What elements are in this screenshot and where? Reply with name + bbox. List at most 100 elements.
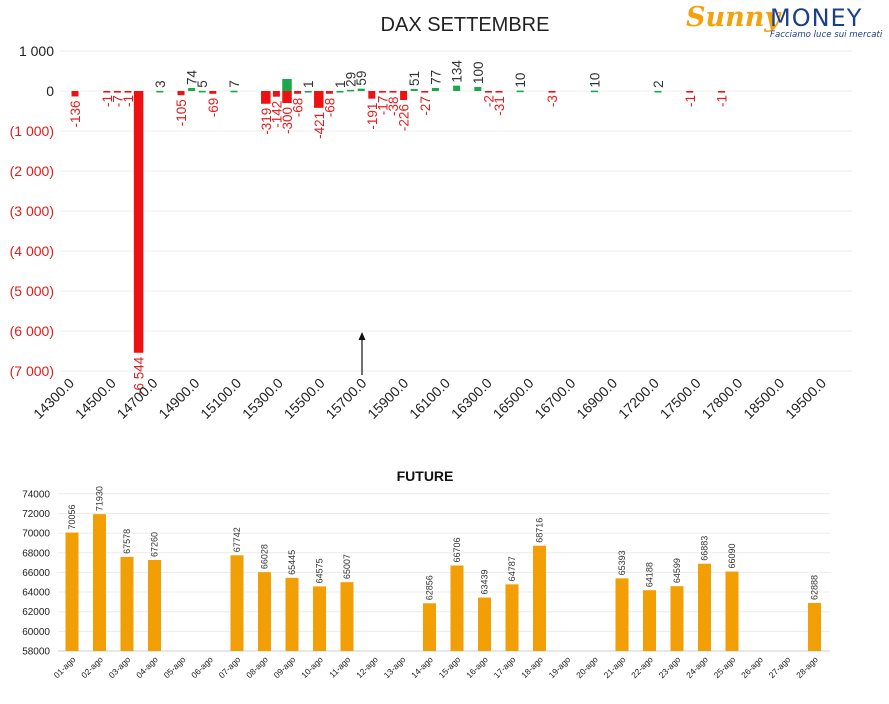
future-data-label: 71930 <box>95 486 105 511</box>
future-data-label: 64188 <box>645 562 655 587</box>
future-chart-title: FUTURE <box>396 468 454 484</box>
dax-bar <box>453 85 461 91</box>
dax-y-tick-label: 1 000 <box>19 43 54 59</box>
dax-settembre-chart: 1 000 0 (1 000) (2 000) (3 000) (4 000) (5 000… <box>10 43 852 422</box>
dax-x-tick-label: 16700.0 <box>531 375 578 422</box>
dax-y-tick-label: (5 000) <box>10 283 54 299</box>
future-bar <box>285 577 299 651</box>
dax-data-label: -191 <box>365 103 380 130</box>
dax-data-label: -27 <box>418 96 433 116</box>
dax-bar <box>400 91 408 101</box>
dax-data-label: 3 <box>153 80 168 88</box>
dax-bar <box>113 91 121 93</box>
dax-data-label: 10 <box>513 73 528 88</box>
future-y-tick-label: 62000 <box>22 607 50 618</box>
future-x-tick-label: 23-ago <box>657 654 683 680</box>
future-bar <box>93 514 106 651</box>
dax-data-label: -38 <box>386 97 401 117</box>
dax-data-label: -68 <box>322 98 337 118</box>
future-x-tick-label: 28-ago <box>794 654 820 680</box>
future-x-tick-label: 24-ago <box>684 654 710 680</box>
future-x-tick-label: 21-ago <box>602 654 628 680</box>
dax-data-label: 134 <box>450 60 465 83</box>
dax-x-tick-label: 16100.0 <box>406 375 453 422</box>
dax-bar <box>304 90 312 93</box>
future-data-label: 67260 <box>150 532 160 557</box>
dax-bar <box>590 90 598 93</box>
dax-x-tick-label: 17200.0 <box>615 375 662 422</box>
dax-bar <box>347 89 355 92</box>
future-x-tick-label: 13-ago <box>382 654 408 680</box>
future-bar <box>533 545 546 651</box>
future-bar <box>230 555 244 651</box>
future-y-tick-label: 68000 <box>22 548 50 559</box>
dax-data-label: 77 <box>428 70 443 85</box>
future-x-tick-label: 19-ago <box>547 654 573 680</box>
dax-x-tick-label: 15900.0 <box>364 375 411 422</box>
future-x-tick-label: 06-ago <box>189 654 215 680</box>
dax-data-label: -6 544 <box>132 356 147 395</box>
dax-x-tick-label: 16900.0 <box>573 375 620 422</box>
dax-data-label: 100 <box>471 61 486 84</box>
dax-bar <box>133 91 144 353</box>
dax-data-label: 10 <box>587 73 602 88</box>
future-y-tick-label: 64000 <box>22 588 50 599</box>
future-data-label: 70056 <box>67 505 77 530</box>
future-data-label: 62856 <box>425 575 435 600</box>
future-data-label: 63439 <box>480 570 490 595</box>
dax-data-label: -31 <box>492 96 507 116</box>
dax-y-tick-label: (4 000) <box>10 243 54 259</box>
dax-bar <box>718 91 726 93</box>
future-x-tick-label: 15-ago <box>437 654 463 680</box>
dax-y-tick-label: 0 <box>46 83 54 99</box>
dax-x-tick-label: 14300.0 <box>30 375 77 422</box>
dax-bar <box>389 91 397 93</box>
future-x-tick-label: 10-ago <box>299 654 325 680</box>
dax-data-label: 74 <box>185 70 200 86</box>
future-x-tick-label: 11-ago <box>327 654 353 680</box>
dax-data-label: -421 <box>312 112 327 139</box>
dax-bar <box>124 91 132 93</box>
dax-data-label: -2 <box>481 95 496 107</box>
dax-bar <box>474 87 482 91</box>
logo-tagline: Facciamo luce sui mercati <box>770 30 883 40</box>
future-x-tick-label: 02-ago <box>79 654 105 680</box>
dax-bar <box>686 91 694 93</box>
dax-bar <box>177 91 185 96</box>
dax-bar <box>103 91 111 93</box>
dax-bar <box>654 90 662 93</box>
future-bar <box>313 586 326 651</box>
dax-x-tick-label: 16500.0 <box>490 375 537 422</box>
dax-bar <box>357 88 365 91</box>
dax-data-label: -17 <box>375 96 390 116</box>
future-x-tick-label: 12-ago <box>354 654 380 680</box>
dax-data-labels: -136 -1-7-1-6 5443-105745-697-319-142-300… <box>68 60 730 395</box>
dax-bar <box>209 91 217 94</box>
dax-x-tick-label: 14500.0 <box>72 375 119 422</box>
dax-data-label: -1 <box>121 95 136 107</box>
dax-x-axis: 14300.014500.014700.014900.015100.015300… <box>30 375 829 422</box>
future-y-tick-label: 58000 <box>22 647 50 658</box>
future-bar <box>725 571 739 651</box>
cursor-arrow <box>358 332 366 375</box>
future-data-label: 65393 <box>617 550 627 575</box>
future-data-label: 65445 <box>287 550 297 575</box>
future-data-label: 64599 <box>672 558 682 583</box>
future-data-label: 66028 <box>260 544 270 569</box>
future-data-label: 67742 <box>232 527 242 552</box>
dax-data-label: -69 <box>206 98 221 118</box>
dax-data-label: -68 <box>291 98 306 118</box>
future-x-tick-label: 25-ago <box>712 654 738 680</box>
future-x-axis: 01-ago 02-ago 03-ago 04-ago 05-ago 06-ago 07-a… <box>52 654 820 680</box>
future-y-tick-label: 60000 <box>22 627 50 638</box>
future-y-tick-label: 70000 <box>22 529 50 540</box>
future-bar <box>615 578 629 651</box>
dax-data-label: 51 <box>407 71 422 86</box>
future-bar <box>505 584 519 651</box>
dax-bar <box>378 91 386 93</box>
sunny-money-logo: Sunny MONEY Facciamo luce sui mercati <box>684 2 888 46</box>
future-x-tick-label: 27-ago <box>767 654 793 680</box>
dax-data-label: -105 <box>174 99 189 126</box>
future-bar <box>258 572 271 651</box>
future-data-label: 64787 <box>507 556 517 581</box>
